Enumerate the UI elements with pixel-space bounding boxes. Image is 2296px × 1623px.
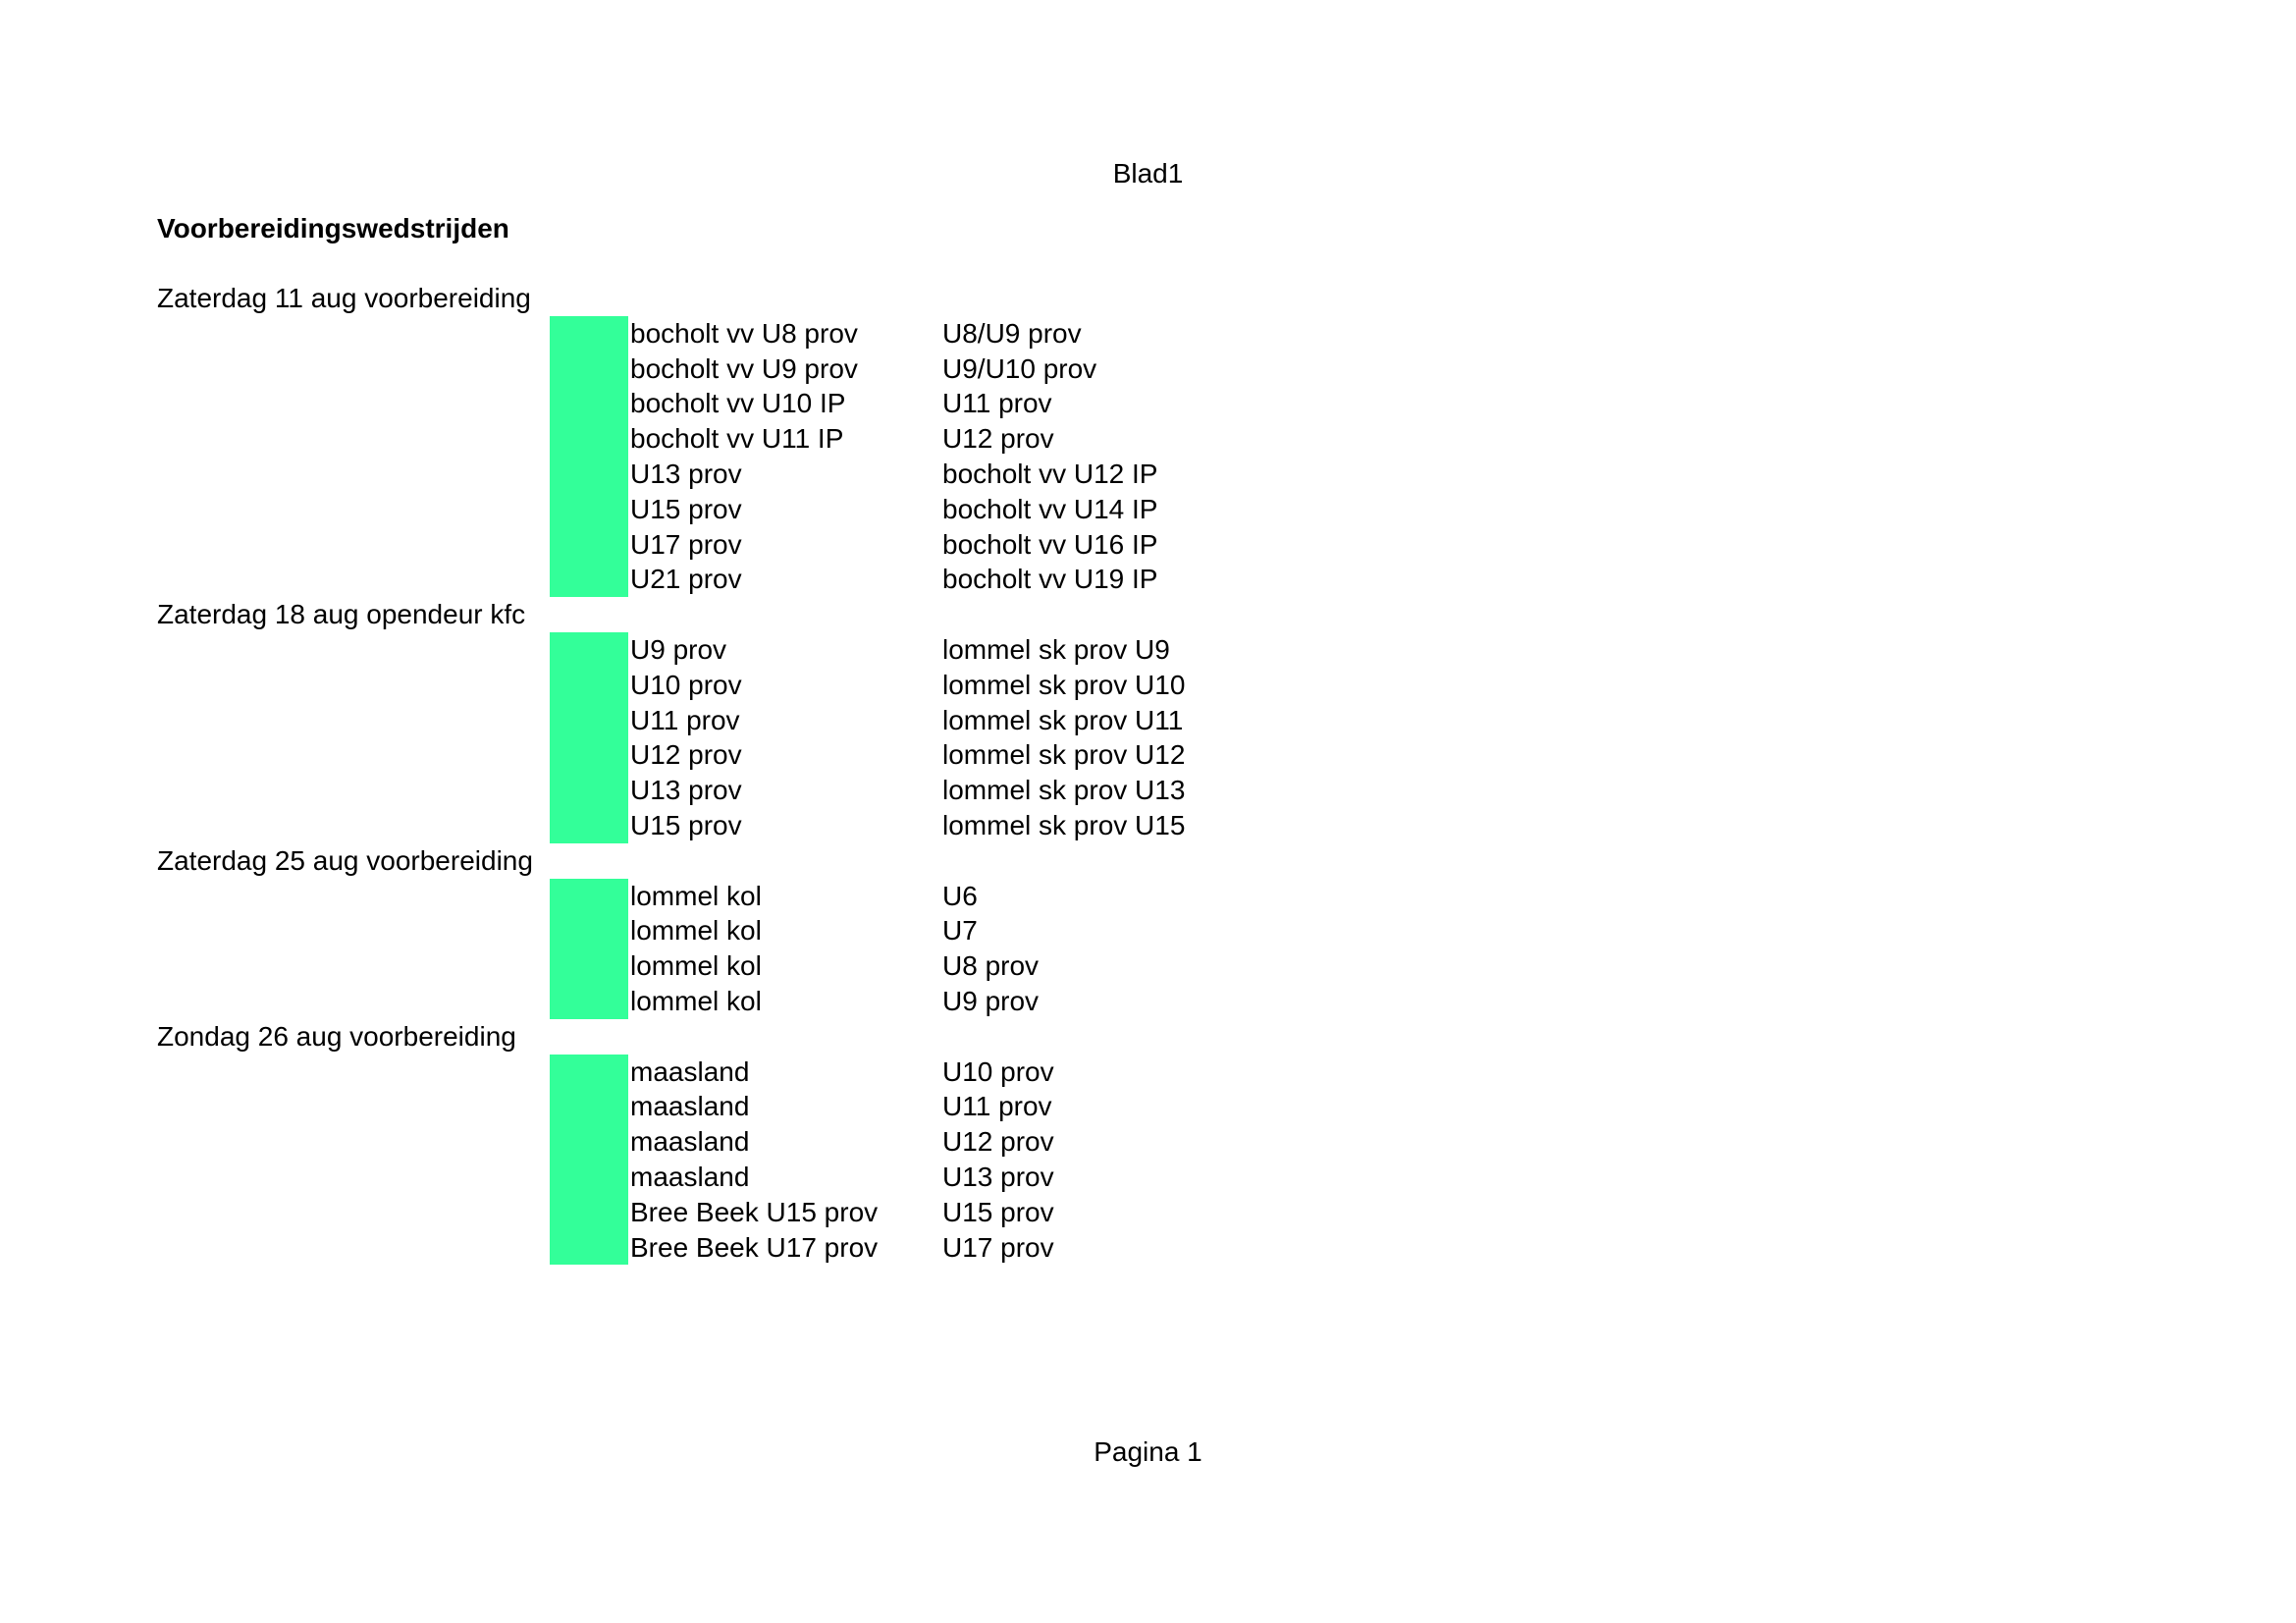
highlight-cell <box>550 631 628 843</box>
home-team-cell: lommel kol <box>630 915 762 947</box>
away-team-cell: U8/U9 prov <box>942 317 1082 349</box>
away-team-cell: U9 prov <box>942 985 1040 1016</box>
match-row: Bree Beek U15 prov U15 prov <box>157 1195 1335 1230</box>
home-team-cell: maasland <box>630 1055 750 1087</box>
highlight-cell <box>550 1054 628 1266</box>
page-footer-page-number: Pagina 1 <box>1094 1436 1202 1467</box>
schedule-section: Zondag 26 aug voorbereiding maasland U10 p… <box>157 1019 1335 1266</box>
away-team-cell: U8 prov <box>942 950 1040 982</box>
match-row: U12 prov lommel sk prov U12 <box>157 737 1335 773</box>
home-team-cell: lommel kol <box>630 985 762 1016</box>
schedule-section: Zaterdag 25 aug voorbereiding lommel kol U… <box>157 843 1335 1019</box>
away-team-cell: lommel sk prov U9 <box>942 633 1170 665</box>
home-team-cell: U15 prov <box>630 493 742 524</box>
home-team-cell: U13 prov <box>630 775 742 806</box>
match-row: bocholt vv U8 prov U8/U9 prov <box>157 316 1335 352</box>
away-team-cell: U13 prov <box>942 1161 1054 1192</box>
match-row: U13 prov bocholt vv U12 IP <box>157 457 1335 492</box>
match-row: lommel kol U9 prov <box>157 984 1335 1019</box>
away-team-cell: bocholt vv U12 IP <box>942 458 1158 489</box>
home-team-cell: U11 prov <box>630 704 740 735</box>
match-row: U11 prov lommel sk prov U11 <box>157 703 1335 738</box>
away-team-cell: U9/U10 prov <box>942 352 1097 384</box>
away-team-cell: lommel sk prov U10 <box>942 669 1186 700</box>
match-row: U17 prov bocholt vv U16 IP <box>157 527 1335 563</box>
away-team-cell: U12 prov <box>942 1126 1054 1158</box>
match-block: maasland U10 prov maasland U11 prov maasland… <box>157 1054 1335 1266</box>
away-team-cell: lommel sk prov U13 <box>942 775 1186 806</box>
schedule-section: Zaterdag 18 aug opendeur kfc U9 prov lomme… <box>157 597 1335 843</box>
match-row: maasland U10 prov <box>157 1055 1335 1090</box>
match-row: lommel kol U7 <box>157 913 1335 948</box>
home-team-cell: U15 prov <box>630 809 742 840</box>
match-block: lommel kol U6 lommel kol U7 lommel kol U8 pro… <box>157 878 1335 1019</box>
home-team-cell: bocholt vv U9 prov <box>630 352 858 384</box>
section-heading: Zondag 26 aug voorbereiding <box>157 1020 516 1052</box>
home-team-cell: U17 prov <box>630 528 742 560</box>
away-team-cell: lommel sk prov U11 <box>942 704 1184 735</box>
home-team-cell: U12 prov <box>630 739 742 771</box>
away-team-cell: lommel sk prov U15 <box>942 809 1186 840</box>
away-team-cell: U10 prov <box>942 1055 1054 1087</box>
schedule-section: Zaterdag 11 aug voorbereiding bocholt vv … <box>157 281 1335 598</box>
away-team-cell: bocholt vv U19 IP <box>942 564 1158 595</box>
home-team-cell: maasland <box>630 1161 750 1192</box>
away-team-cell: U11 prov <box>942 388 1052 419</box>
page-header-sheet-name: Blad1 <box>1112 158 1184 189</box>
match-row: maasland U11 prov <box>157 1089 1335 1124</box>
match-row: lommel kol U8 prov <box>157 948 1335 984</box>
home-team-cell: U9 prov <box>630 633 727 665</box>
home-team-cell: lommel kol <box>630 880 762 911</box>
highlight-cell <box>550 878 628 1019</box>
home-team-cell: bocholt vv U10 IP <box>630 388 846 419</box>
away-team-cell: U17 prov <box>942 1231 1054 1263</box>
match-row: U13 prov lommel sk prov U13 <box>157 773 1335 808</box>
home-team-cell: lommel kol <box>630 950 762 982</box>
match-block: U9 prov lommel sk prov U9 U10 prov lommel s… <box>157 631 1335 843</box>
match-schedule: Zaterdag 11 aug voorbereiding bocholt vv … <box>157 281 1335 1266</box>
away-team-cell: bocholt vv U16 IP <box>942 528 1158 560</box>
home-team-cell: bocholt vv U11 IP <box>630 423 844 455</box>
home-team-cell: U21 prov <box>630 564 742 595</box>
match-row: maasland U13 prov <box>157 1160 1335 1195</box>
home-team-cell: Bree Beek U15 prov <box>630 1196 879 1227</box>
away-team-cell: U12 prov <box>942 423 1054 455</box>
match-row: Bree Beek U17 prov U17 prov <box>157 1230 1335 1266</box>
highlight-cell <box>550 315 628 598</box>
section-heading: Zaterdag 18 aug opendeur kfc <box>157 599 526 630</box>
away-team-cell: U7 <box>942 915 978 947</box>
home-team-cell: U13 prov <box>630 458 742 489</box>
away-team-cell: U15 prov <box>942 1196 1054 1227</box>
match-row: bocholt vv U11 IP U12 prov <box>157 421 1335 457</box>
match-row: bocholt vv U10 IP U11 prov <box>157 386 1335 421</box>
section-heading: Zaterdag 25 aug voorbereiding <box>157 844 533 876</box>
document-title: Voorbereidingswedstrijden <box>157 213 509 243</box>
home-team-cell: Bree Beek U17 prov <box>630 1231 879 1263</box>
away-team-cell: U6 <box>942 880 978 911</box>
match-row: U15 prov bocholt vv U14 IP <box>157 492 1335 527</box>
away-team-cell: bocholt vv U14 IP <box>942 493 1158 524</box>
match-row: U21 prov bocholt vv U19 IP <box>157 562 1335 597</box>
match-row: U15 prov lommel sk prov U15 <box>157 808 1335 843</box>
section-heading: Zaterdag 11 aug voorbereiding <box>157 283 531 313</box>
match-row: maasland U12 prov <box>157 1124 1335 1160</box>
home-team-cell: maasland <box>630 1126 750 1158</box>
away-team-cell: U11 prov <box>942 1091 1052 1122</box>
away-team-cell: lommel sk prov U12 <box>942 739 1186 771</box>
home-team-cell: bocholt vv U8 prov <box>630 317 858 349</box>
home-team-cell: U10 prov <box>630 669 742 700</box>
match-row: bocholt vv U9 prov U9/U10 prov <box>157 352 1335 387</box>
match-block: bocholt vv U8 prov U8/U9 prov bocholt vv U… <box>157 315 1335 598</box>
match-row: U9 prov lommel sk prov U9 <box>157 632 1335 668</box>
home-team-cell: maasland <box>630 1091 750 1122</box>
match-row: U10 prov lommel sk prov U10 <box>157 668 1335 703</box>
match-row: lommel kol U6 <box>157 879 1335 914</box>
